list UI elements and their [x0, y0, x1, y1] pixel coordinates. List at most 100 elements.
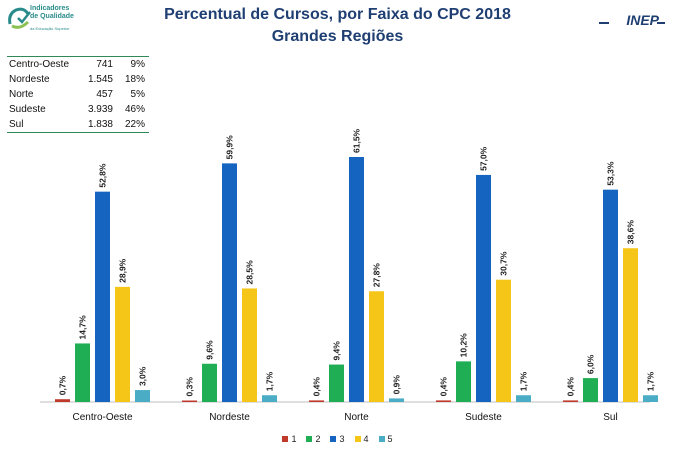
bar — [496, 279, 511, 402]
legend-swatch — [306, 436, 313, 442]
data-label: 9,6% — [205, 340, 215, 360]
legend-swatch — [378, 436, 385, 442]
bar — [476, 174, 491, 402]
data-label: 1,7% — [519, 371, 529, 391]
data-label: 38,6% — [626, 220, 636, 245]
bar — [75, 343, 90, 402]
bar — [182, 400, 197, 402]
summary-count: 3.939 — [87, 104, 113, 115]
data-label: 27,8% — [372, 263, 382, 288]
category-label: Centro-Oeste — [72, 412, 132, 423]
data-label: 30,7% — [499, 251, 509, 276]
data-label: 0,9% — [392, 375, 402, 395]
data-label: 1,7% — [646, 371, 656, 391]
brand-name: INEP — [626, 12, 659, 28]
summary-count: 1.838 — [87, 119, 113, 130]
summary-percent: 18% — [124, 74, 145, 85]
summary-region: Nordeste — [9, 74, 50, 85]
data-label: 28,5% — [245, 260, 255, 285]
bar — [369, 291, 384, 402]
bar — [222, 163, 237, 402]
summary-row: Sul 1.838 22% — [7, 117, 149, 132]
bar — [329, 364, 344, 402]
summary-region: Norte — [9, 89, 34, 100]
data-label: 28,9% — [118, 258, 128, 283]
summary-count: 1.545 — [87, 74, 113, 85]
bar — [115, 286, 130, 402]
bar — [309, 400, 324, 402]
bar — [95, 191, 110, 402]
legend-label: 1 — [291, 434, 297, 444]
data-label: 0,4% — [566, 377, 576, 397]
data-label: 6,0% — [586, 354, 596, 374]
bar — [516, 395, 531, 402]
bar — [202, 363, 217, 402]
summary-percent: 5% — [130, 89, 145, 100]
summary-count: 457 — [96, 89, 113, 100]
bar — [135, 390, 150, 402]
legend-label: 3 — [339, 434, 345, 444]
data-label: 53,3% — [606, 161, 616, 186]
category-label: Norte — [344, 412, 369, 423]
legend-swatch — [282, 436, 289, 442]
logo-name: Indicadores de Qualidade — [30, 5, 74, 20]
bar — [563, 400, 578, 402]
bar — [436, 400, 451, 402]
bar — [389, 398, 404, 402]
bar — [55, 399, 70, 402]
data-label: 0,3% — [185, 377, 195, 397]
data-label: 10,2% — [459, 333, 469, 358]
inep-logo-icon — [599, 22, 665, 24]
data-label: 59,9% — [225, 135, 235, 160]
data-label: 0,4% — [439, 377, 449, 397]
legend-item: 4 — [354, 434, 369, 444]
quality-indicators-logo-icon — [8, 7, 31, 29]
chart-subtitle: Grandes Regiões — [271, 28, 404, 45]
summary-percent: 46% — [124, 104, 145, 115]
bar — [603, 189, 618, 402]
legend-swatch — [354, 436, 361, 442]
legend-label: 4 — [363, 434, 369, 444]
legend-label: 5 — [387, 434, 393, 444]
summary-region: Sul — [9, 119, 24, 130]
summary-row: Centro-Oeste 741 9% — [7, 57, 149, 72]
data-label: 3,0% — [138, 366, 148, 386]
data-label: 0,7% — [58, 375, 68, 395]
summary-row: Norte 457 5% — [7, 87, 149, 102]
legend-item: 3 — [330, 434, 345, 444]
bar — [623, 248, 638, 402]
summary-region: Sudeste — [9, 104, 46, 115]
bar — [456, 361, 471, 402]
summary-percent: 22% — [124, 119, 145, 130]
category-label: Sul — [603, 412, 617, 423]
data-label: 52,8% — [98, 163, 108, 188]
summary-region: Centro-Oeste — [9, 59, 70, 70]
data-label: 61,5% — [352, 128, 362, 153]
summary-table: Centro-Oeste 741 9% Nordeste 1.545 18% N… — [7, 56, 149, 133]
legend-item: 5 — [378, 434, 393, 444]
legend-swatch — [330, 436, 337, 442]
chart-legend: 1 2 3 4 5 — [0, 434, 675, 444]
data-label: 1,7% — [265, 371, 275, 391]
bar — [643, 395, 658, 402]
summary-count: 741 — [96, 59, 113, 70]
bar — [242, 288, 257, 402]
data-label: 9,4% — [332, 341, 342, 361]
chart-title: Percentual de Cursos, por Faixa do CPC 2… — [164, 6, 511, 23]
bar — [583, 378, 598, 402]
legend-label: 2 — [315, 434, 321, 444]
data-label: 14,7% — [78, 315, 88, 340]
category-label: Nordeste — [209, 412, 250, 423]
bar — [349, 157, 364, 402]
category-label: Sudeste — [465, 412, 502, 423]
legend-item: 2 — [306, 434, 320, 444]
legend-item: 1 — [282, 434, 296, 444]
summary-row: Sudeste 3.939 46% — [7, 102, 149, 117]
summary-row: Nordeste 1.545 18% — [7, 72, 149, 87]
logo-subtitle: da Educação Superior — [30, 26, 70, 31]
data-label: 57,0% — [479, 146, 489, 171]
data-label: 0,4% — [312, 377, 322, 397]
summary-percent: 9% — [130, 59, 145, 70]
bar — [262, 395, 277, 402]
